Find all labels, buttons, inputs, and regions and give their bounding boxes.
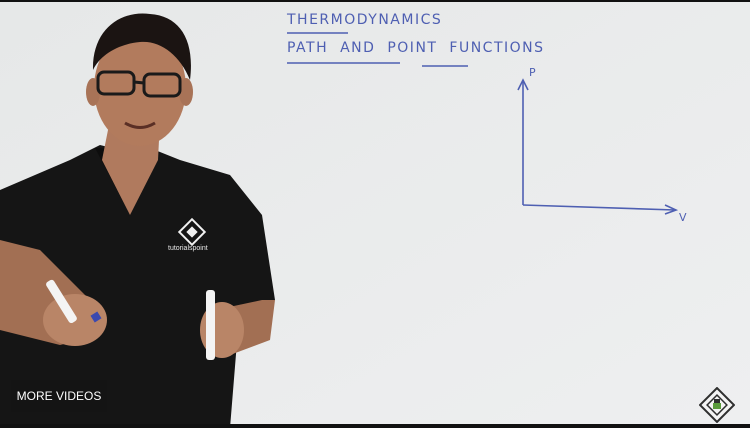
bottom-border: [0, 424, 750, 428]
more-videos-button[interactable]: MORE VIDEOS: [11, 380, 107, 412]
tutorialspoint-logo-icon[interactable]: [698, 386, 736, 424]
presenter-figure: tutorialspoint: [0, 13, 275, 428]
marker-right: [206, 290, 215, 360]
board-subtitle: PATH AND POINT FUNCTIONS: [287, 40, 545, 56]
board-title: THERMODYNAMICS: [287, 12, 443, 28]
pv-axes: [517, 78, 679, 215]
x-axis-label: V: [679, 211, 687, 224]
top-border: [0, 0, 750, 2]
marker-left: [46, 279, 102, 324]
shirt-logo-text: tutorialspoint: [168, 245, 208, 252]
y-axis-label: P: [529, 66, 536, 79]
